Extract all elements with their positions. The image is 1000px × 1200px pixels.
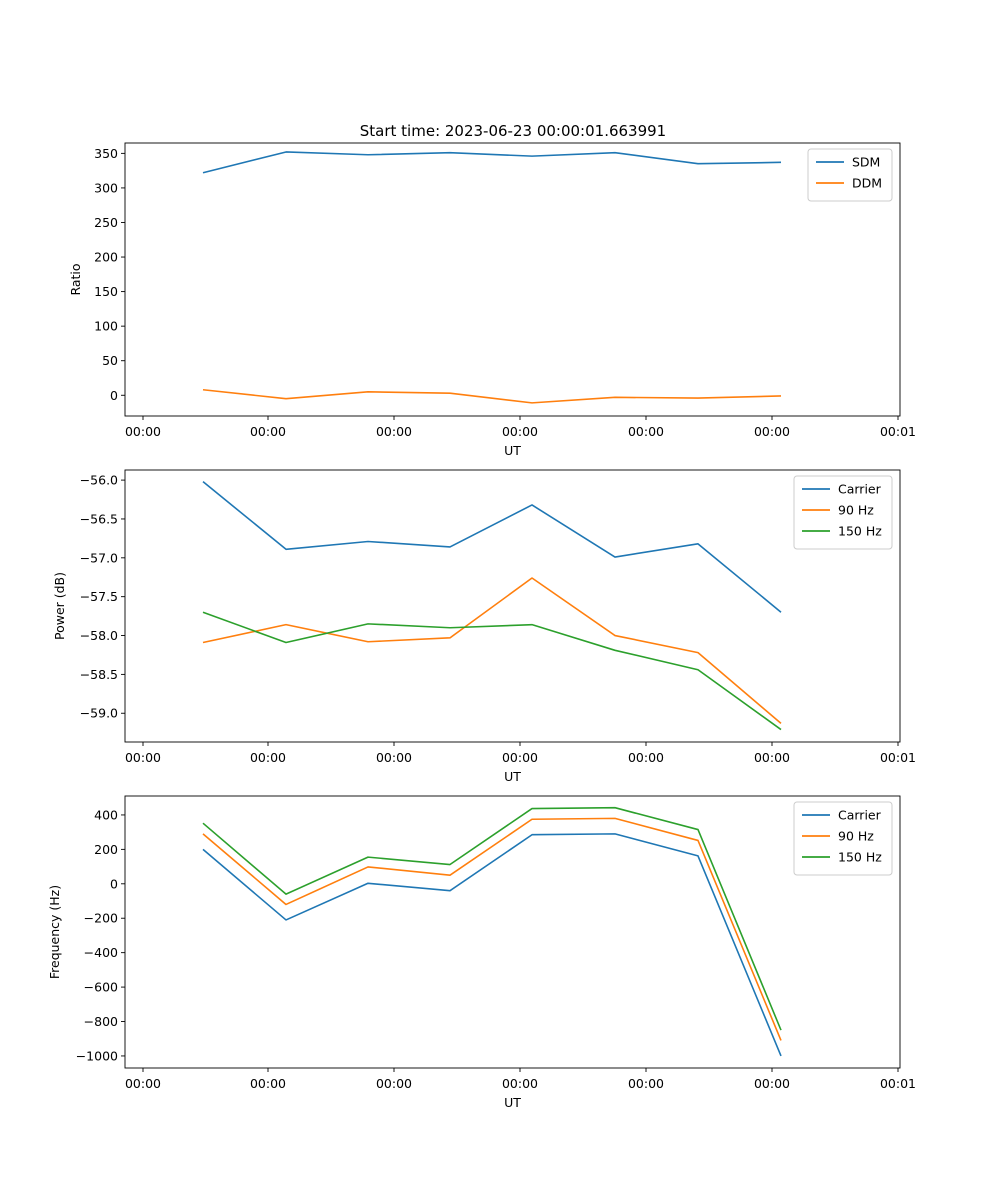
subplot-1: 0 50 100 150 200 250 300 350 00:00 00:00 00:00 00:0… <box>68 142 916 458</box>
y-axis-label: Power (dB) <box>52 572 67 640</box>
y-tick-label: 50 <box>102 353 118 368</box>
x-tick-label: 00:00 <box>376 750 412 765</box>
y-tick-label: 200 <box>94 842 118 857</box>
subplot-2: −59.0 −58.5 −58.0 −57.5 −57.0 −56.5 −56.0 00:00… <box>52 469 916 784</box>
series-line-90-hz <box>202 817 782 1041</box>
x-axis-label: UT <box>504 443 521 458</box>
y-axis-label: Ratio <box>68 263 83 295</box>
subplots: 0 50 100 150 200 250 300 350 00:00 00:00 00:00 00:0… <box>47 142 916 1110</box>
subplot-3: −1000 −800 −600 −400 −200 0 200 400 00:00 00:00 00… <box>47 795 916 1110</box>
series-line-150-hz <box>202 611 782 731</box>
y-tick-label: −200 <box>84 911 118 926</box>
legend-label: Carrier <box>838 482 882 497</box>
legend: Carrier 90 Hz 150 Hz <box>793 475 893 550</box>
legend: SDM DDM <box>807 148 893 202</box>
legend-label: 150 Hz <box>838 850 882 865</box>
x-tick-label: 00:00 <box>125 1076 161 1091</box>
y-tick-label: 200 <box>94 250 118 265</box>
y-tick-label: 0 <box>110 876 118 891</box>
y-tick-label: 250 <box>94 215 118 230</box>
x-tick-label: 00:00 <box>502 424 538 439</box>
x-tick-label: 00:00 <box>125 424 161 439</box>
x-tick-label: 00:00 <box>376 1076 412 1091</box>
x-tick-label: 00:00 <box>250 424 286 439</box>
plot-area-frame <box>124 469 901 743</box>
x-tick-label: 00:00 <box>250 1076 286 1091</box>
x-tick-label: 00:00 <box>502 750 538 765</box>
x-tick-label: 00:00 <box>250 750 286 765</box>
series-line-ddm <box>202 388 782 404</box>
y-tick-label: −58.0 <box>80 628 118 643</box>
legend: Carrier 90 Hz 150 Hz <box>793 801 893 876</box>
y-tick-label: −600 <box>84 980 118 995</box>
legend-label: 150 Hz <box>838 524 882 539</box>
x-tick-label: 00:00 <box>754 1076 790 1091</box>
y-tick-label: −1000 <box>76 1048 118 1063</box>
y-tick-label: 150 <box>94 284 118 299</box>
y-tick-label: 0 <box>110 388 118 403</box>
x-tick-label: 00:00 <box>502 1076 538 1091</box>
x-tick-label: 00:00 <box>628 424 664 439</box>
x-tick-label: 00:01 <box>880 750 916 765</box>
legend-label: 90 Hz <box>838 503 874 518</box>
y-tick-label: −400 <box>84 945 118 960</box>
series-line-carrier <box>202 481 782 613</box>
y-tick-label: −56.0 <box>80 473 118 488</box>
plot-area-frame <box>124 795 901 1069</box>
chart-title: Start time: 2023-06-23 00:00:01.663991 <box>360 122 666 140</box>
series-line-carrier <box>202 833 782 1057</box>
x-tick-label: 00:01 <box>880 424 916 439</box>
series-line-150-hz <box>202 806 782 1031</box>
series-line-sdm <box>202 151 782 174</box>
legend-label: Carrier <box>838 808 882 823</box>
x-tick-label: 00:00 <box>376 424 412 439</box>
x-tick-label: 00:00 <box>125 750 161 765</box>
x-tick-label: 00:00 <box>754 424 790 439</box>
series-line-90-hz <box>202 577 782 724</box>
x-tick-label: 00:00 <box>754 750 790 765</box>
y-axis-label: Frequency (Hz) <box>47 885 62 979</box>
y-tick-label: −57.5 <box>80 589 118 604</box>
x-axis-label: UT <box>504 1095 521 1110</box>
x-tick-label: 00:00 <box>628 750 664 765</box>
x-tick-label: 00:01 <box>880 1076 916 1091</box>
plot-area-frame <box>124 142 901 417</box>
legend-label: SDM <box>852 155 880 170</box>
legend-label: 90 Hz <box>838 829 874 844</box>
y-tick-label: 350 <box>94 146 118 161</box>
y-tick-label: −58.5 <box>80 667 118 682</box>
y-tick-label: −57.0 <box>80 550 118 565</box>
y-tick-label: −800 <box>84 1014 118 1029</box>
y-tick-label: −56.5 <box>80 511 118 526</box>
y-tick-label: 300 <box>94 180 118 195</box>
x-axis-label: UT <box>504 769 521 784</box>
y-tick-label: 400 <box>94 807 118 822</box>
x-tick-label: 00:00 <box>628 1076 664 1091</box>
y-tick-label: −59.0 <box>80 706 118 721</box>
legend-label: DDM <box>852 176 882 191</box>
y-tick-label: 100 <box>94 319 118 334</box>
